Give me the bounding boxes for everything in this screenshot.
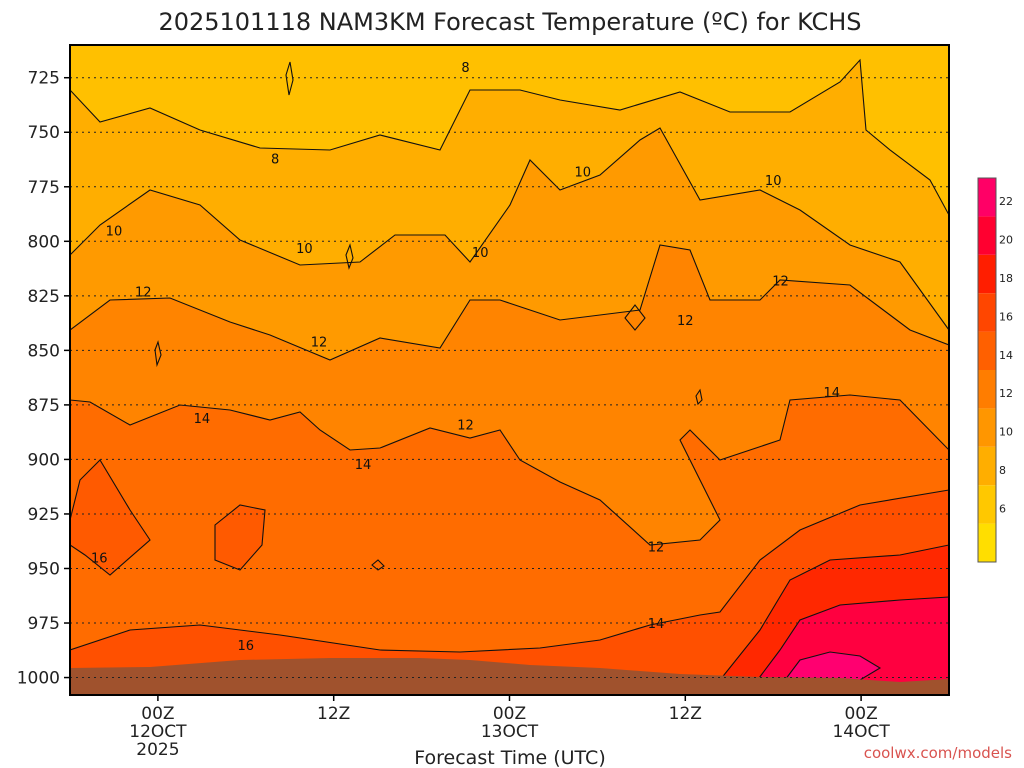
y-tick-label: 775 (28, 178, 60, 198)
x-tick-label: 12Z (317, 704, 350, 724)
contour-label: 10 (574, 166, 591, 181)
colorbar-swatch (978, 331, 996, 370)
contour-label: 14 (648, 617, 665, 632)
colorbar-label: 16 (999, 310, 1013, 323)
contour-label: 14 (194, 412, 211, 427)
colorbar-swatch (978, 216, 996, 255)
x-tick-label: 2025 (136, 740, 179, 760)
x-tick-label: 00Z (493, 704, 526, 724)
colorbar-swatch (978, 446, 996, 486)
band-22-plus (785, 652, 880, 680)
y-tick-label: 1000 (17, 669, 60, 689)
y-tick-label: 750 (28, 123, 60, 143)
contour-lines (70, 58, 949, 691)
colorbar-swatch (978, 254, 996, 294)
plot-area (70, 45, 949, 695)
colorbar-label: 12 (999, 387, 1013, 400)
band-16-18-patch (215, 505, 265, 570)
colorbar-label: 20 (999, 234, 1013, 247)
colorbar-swatch (978, 485, 996, 524)
x-tick-label: 00Z (141, 704, 174, 724)
y-tick-label: 825 (28, 287, 60, 307)
ground-terrain (70, 658, 949, 695)
colorbar-label: 6 (999, 502, 1006, 515)
grid-lines (70, 77, 949, 679)
contour-label: 12 (648, 541, 665, 556)
colorbar-label: 10 (999, 426, 1013, 439)
y-tick-label: 975 (28, 614, 60, 634)
colorbar-swatch (978, 370, 996, 409)
y-axis: 725 750 775 800 825 850 875 900 925 950 975 1000 (17, 69, 70, 689)
colorbar-swatch (978, 293, 996, 332)
x-tick-label: 12Z (669, 704, 702, 724)
credit-link[interactable]: coolwx.com/models (864, 744, 1012, 762)
contour-label: 16 (238, 639, 255, 654)
colorbar-label: 22 (999, 195, 1013, 208)
x-tick-label: 12OCT (129, 722, 187, 742)
colorbar-label: 8 (999, 464, 1006, 477)
colorbar-swatch (978, 523, 996, 562)
contour-label: 12 (457, 419, 474, 434)
colorbar-label: 14 (999, 349, 1013, 362)
contour-labels: 8 8 10 10 10 10 10 12 12 12 12 14 14 12 14 12 16 14 16 (91, 61, 840, 654)
x-axis-label: Forecast Time (UTC) (414, 747, 605, 768)
contour-label: 10 (765, 174, 782, 189)
contour-label: 8 (461, 61, 469, 76)
colorbar-frame (977, 177, 997, 563)
contour-label: 10 (472, 246, 489, 261)
contour-label: 10 (106, 224, 123, 239)
y-tick-label: 950 (28, 559, 60, 579)
y-tick-label: 875 (28, 396, 60, 416)
y-tick-label: 850 (28, 341, 60, 361)
colorbar: 6 8 10 12 14 16 18 20 22 (977, 177, 1013, 563)
band-16-18 (70, 460, 150, 575)
contour-label: 10 (296, 242, 313, 257)
colorbar-swatch (978, 178, 996, 217)
colorbar-swatch (978, 408, 996, 447)
contour-label: 12 (677, 314, 694, 329)
x-tick-label: 00Z (844, 704, 877, 724)
contour-label: 16 (91, 552, 108, 567)
contour-label: 14 (355, 458, 372, 473)
chart-title: 2025101118 NAM3KM Forecast Temperature (… (158, 8, 861, 36)
band-surface-warm (70, 490, 949, 695)
x-tick-label: 13OCT (481, 722, 539, 742)
contour-label: 14 (824, 386, 841, 401)
y-tick-label: 900 (28, 450, 60, 470)
contour-label: 8 (271, 152, 279, 167)
contour-label: 12 (311, 336, 328, 351)
contour-label: 12 (135, 285, 152, 300)
y-tick-label: 800 (28, 232, 60, 252)
y-tick-label: 725 (28, 69, 60, 89)
x-tick-label: 14OCT (832, 722, 890, 742)
y-tick-label: 925 (28, 505, 60, 525)
colorbar-label: 18 (999, 272, 1013, 285)
contour-label: 12 (772, 275, 789, 290)
